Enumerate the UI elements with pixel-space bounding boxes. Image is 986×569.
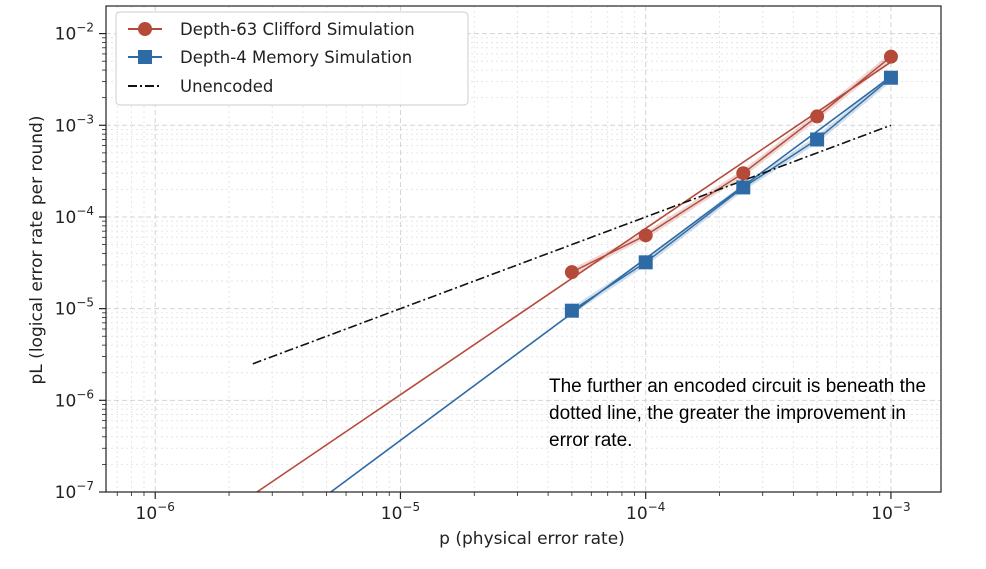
y-tick-label: 10−4 xyxy=(55,204,94,228)
y-tick-label: 10−2 xyxy=(55,21,94,45)
x-tick-label: 10−3 xyxy=(871,500,910,524)
data-point-memory xyxy=(810,132,825,147)
data-point-memory xyxy=(883,70,898,85)
x-tick-label: 10−4 xyxy=(626,500,665,524)
x-tick-label: 10−5 xyxy=(381,500,420,524)
legend-label-unencoded: Unencoded xyxy=(180,77,273,96)
data-point-clifford xyxy=(736,166,751,181)
data-point-memory xyxy=(638,255,653,270)
series-markers xyxy=(564,49,898,318)
data-point-clifford xyxy=(810,109,825,124)
y-axis-label: pL (logical error rate per round) xyxy=(27,116,47,385)
legend-box xyxy=(115,11,469,106)
legend: Depth-63 Clifford Simulation Depth-4 Mem… xyxy=(115,11,469,106)
legend-label-clifford: Depth-63 Clifford Simulation xyxy=(180,20,415,39)
axis-ticks: 10−6 10−5 10−4 10−3 10−7 10−6 10−5 10−4 10−3 10−2 xyxy=(55,21,911,524)
legend-label-memory: Depth-4 Memory Simulation xyxy=(180,48,412,67)
data-point-clifford xyxy=(638,228,653,243)
legend-marker-clifford xyxy=(138,22,152,36)
data-point-clifford xyxy=(883,49,898,64)
annotation-text: The further an encoded circuit is beneat… xyxy=(549,376,927,451)
fit-line-1 xyxy=(330,75,892,493)
y-tick-label: 10−7 xyxy=(55,479,94,503)
data-point-clifford xyxy=(564,265,579,280)
legend-marker-memory xyxy=(138,50,152,64)
y-tick-label: 10−3 xyxy=(55,112,94,136)
y-tick-label: 10−6 xyxy=(55,387,94,411)
series-line-unencoded xyxy=(252,124,892,365)
plot-frame xyxy=(105,5,942,493)
y-tick-label: 10−5 xyxy=(55,296,94,320)
data-point-memory xyxy=(736,180,751,195)
data-point-memory xyxy=(564,303,579,318)
x-tick-label: 10−6 xyxy=(136,500,175,524)
x-axis-label: p (physical error rate) xyxy=(439,529,625,549)
